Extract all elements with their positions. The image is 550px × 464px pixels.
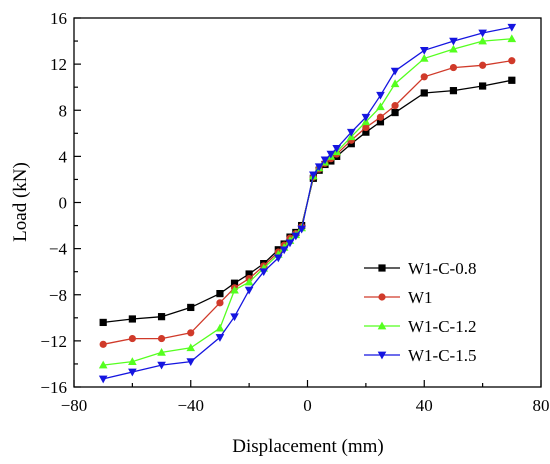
data-point: [449, 37, 458, 46]
x-tick-label: 40: [416, 396, 433, 415]
data-point: [279, 246, 289, 255]
legend-label: W1: [408, 288, 433, 307]
data-point: [216, 299, 224, 307]
data-point: [508, 76, 516, 84]
data-point: [314, 163, 324, 172]
data-point: [449, 63, 458, 72]
data-point: [186, 358, 196, 367]
legend-marker: [378, 264, 386, 272]
y-tick-label: 8: [59, 101, 68, 120]
data-point: [215, 323, 225, 332]
data-point: [346, 128, 356, 137]
data-point: [230, 285, 239, 294]
data-point: [157, 334, 166, 343]
data-point: [285, 239, 295, 248]
data-point: [419, 46, 429, 55]
data-point: [157, 361, 166, 370]
legend-marker: [377, 321, 387, 330]
series-line: [103, 26, 512, 380]
legend-marker: [377, 351, 387, 360]
x-axis-title: Displacement (mm): [232, 436, 383, 457]
data-point: [449, 87, 458, 95]
legend-item: W1-C-1.5: [364, 346, 476, 365]
data-point: [157, 347, 166, 356]
data-point: [230, 313, 239, 322]
legend: W1-C-0.8 W1 W1-C-1.2 W1-C-1.5: [352, 250, 527, 370]
x-tick-label: 80: [533, 396, 550, 415]
data-point: [376, 113, 385, 121]
series-W1-C-1.5: [98, 23, 517, 384]
y-tick-label: −4: [49, 240, 68, 259]
data-point: [99, 318, 107, 327]
y-tick-label: 4: [59, 147, 68, 166]
data-point: [157, 313, 166, 321]
data-point: [98, 360, 108, 369]
y-tick-label: 0: [59, 194, 68, 213]
data-point: [128, 315, 136, 323]
tick-marks: [73, 17, 542, 388]
y-tick-label: 12: [50, 55, 67, 74]
data-point: [419, 53, 429, 62]
legend-marker: [378, 293, 386, 301]
data-point: [507, 23, 517, 32]
data-point: [187, 329, 195, 337]
data-point: [420, 73, 428, 81]
data-point: [99, 340, 107, 348]
data-point: [376, 91, 385, 100]
legend-label: W1-C-1.2: [408, 317, 476, 336]
data-point: [479, 61, 487, 69]
data-point: [508, 57, 516, 65]
data-point: [309, 171, 318, 180]
data-point: [128, 334, 136, 343]
x-tick-label: −80: [61, 396, 88, 415]
data-point: [326, 150, 336, 159]
data-point: [391, 102, 399, 110]
y-tick-label: −8: [49, 286, 67, 305]
data-point: [128, 357, 137, 365]
data-point: [449, 44, 458, 53]
legend-item: W1: [364, 288, 433, 307]
plot-frame: [73, 17, 542, 388]
data-point: [391, 108, 399, 117]
data-point: [507, 34, 517, 43]
legend-label: W1-C-0.8: [408, 259, 476, 278]
data-point: [390, 79, 400, 88]
data-point: [244, 277, 254, 286]
data-point: [376, 102, 385, 111]
data-point: [215, 334, 225, 342]
x-tick-label: 0: [303, 396, 312, 415]
data-point: [332, 144, 341, 153]
data-point: [390, 67, 400, 76]
data-point: [128, 368, 137, 377]
data-point: [259, 268, 269, 277]
y-axis-title: Load (kN): [10, 162, 31, 242]
data-point: [216, 289, 224, 298]
data-point: [186, 343, 196, 352]
x-tick-label: −40: [177, 396, 204, 415]
data-point: [362, 123, 370, 132]
legend-item: W1-C-0.8: [364, 259, 476, 278]
data-point: [297, 225, 306, 234]
data-point: [478, 29, 487, 38]
y-tick-label: 16: [50, 9, 67, 28]
data-point: [187, 303, 195, 312]
legend-label: W1-C-1.5: [408, 346, 476, 365]
data-point: [291, 232, 301, 241]
data-point: [420, 89, 428, 97]
y-tick-label: −12: [40, 332, 67, 351]
data-point: [274, 254, 283, 263]
data-point: [361, 113, 371, 122]
y-tick-label: −16: [40, 378, 67, 397]
data-point: [478, 36, 487, 45]
data-point: [479, 82, 487, 90]
data-point: [98, 375, 108, 384]
data-point: [244, 286, 254, 295]
data-point: [320, 156, 330, 165]
legend-item: W1-C-1.2: [364, 317, 476, 336]
series-layer: [98, 23, 517, 384]
